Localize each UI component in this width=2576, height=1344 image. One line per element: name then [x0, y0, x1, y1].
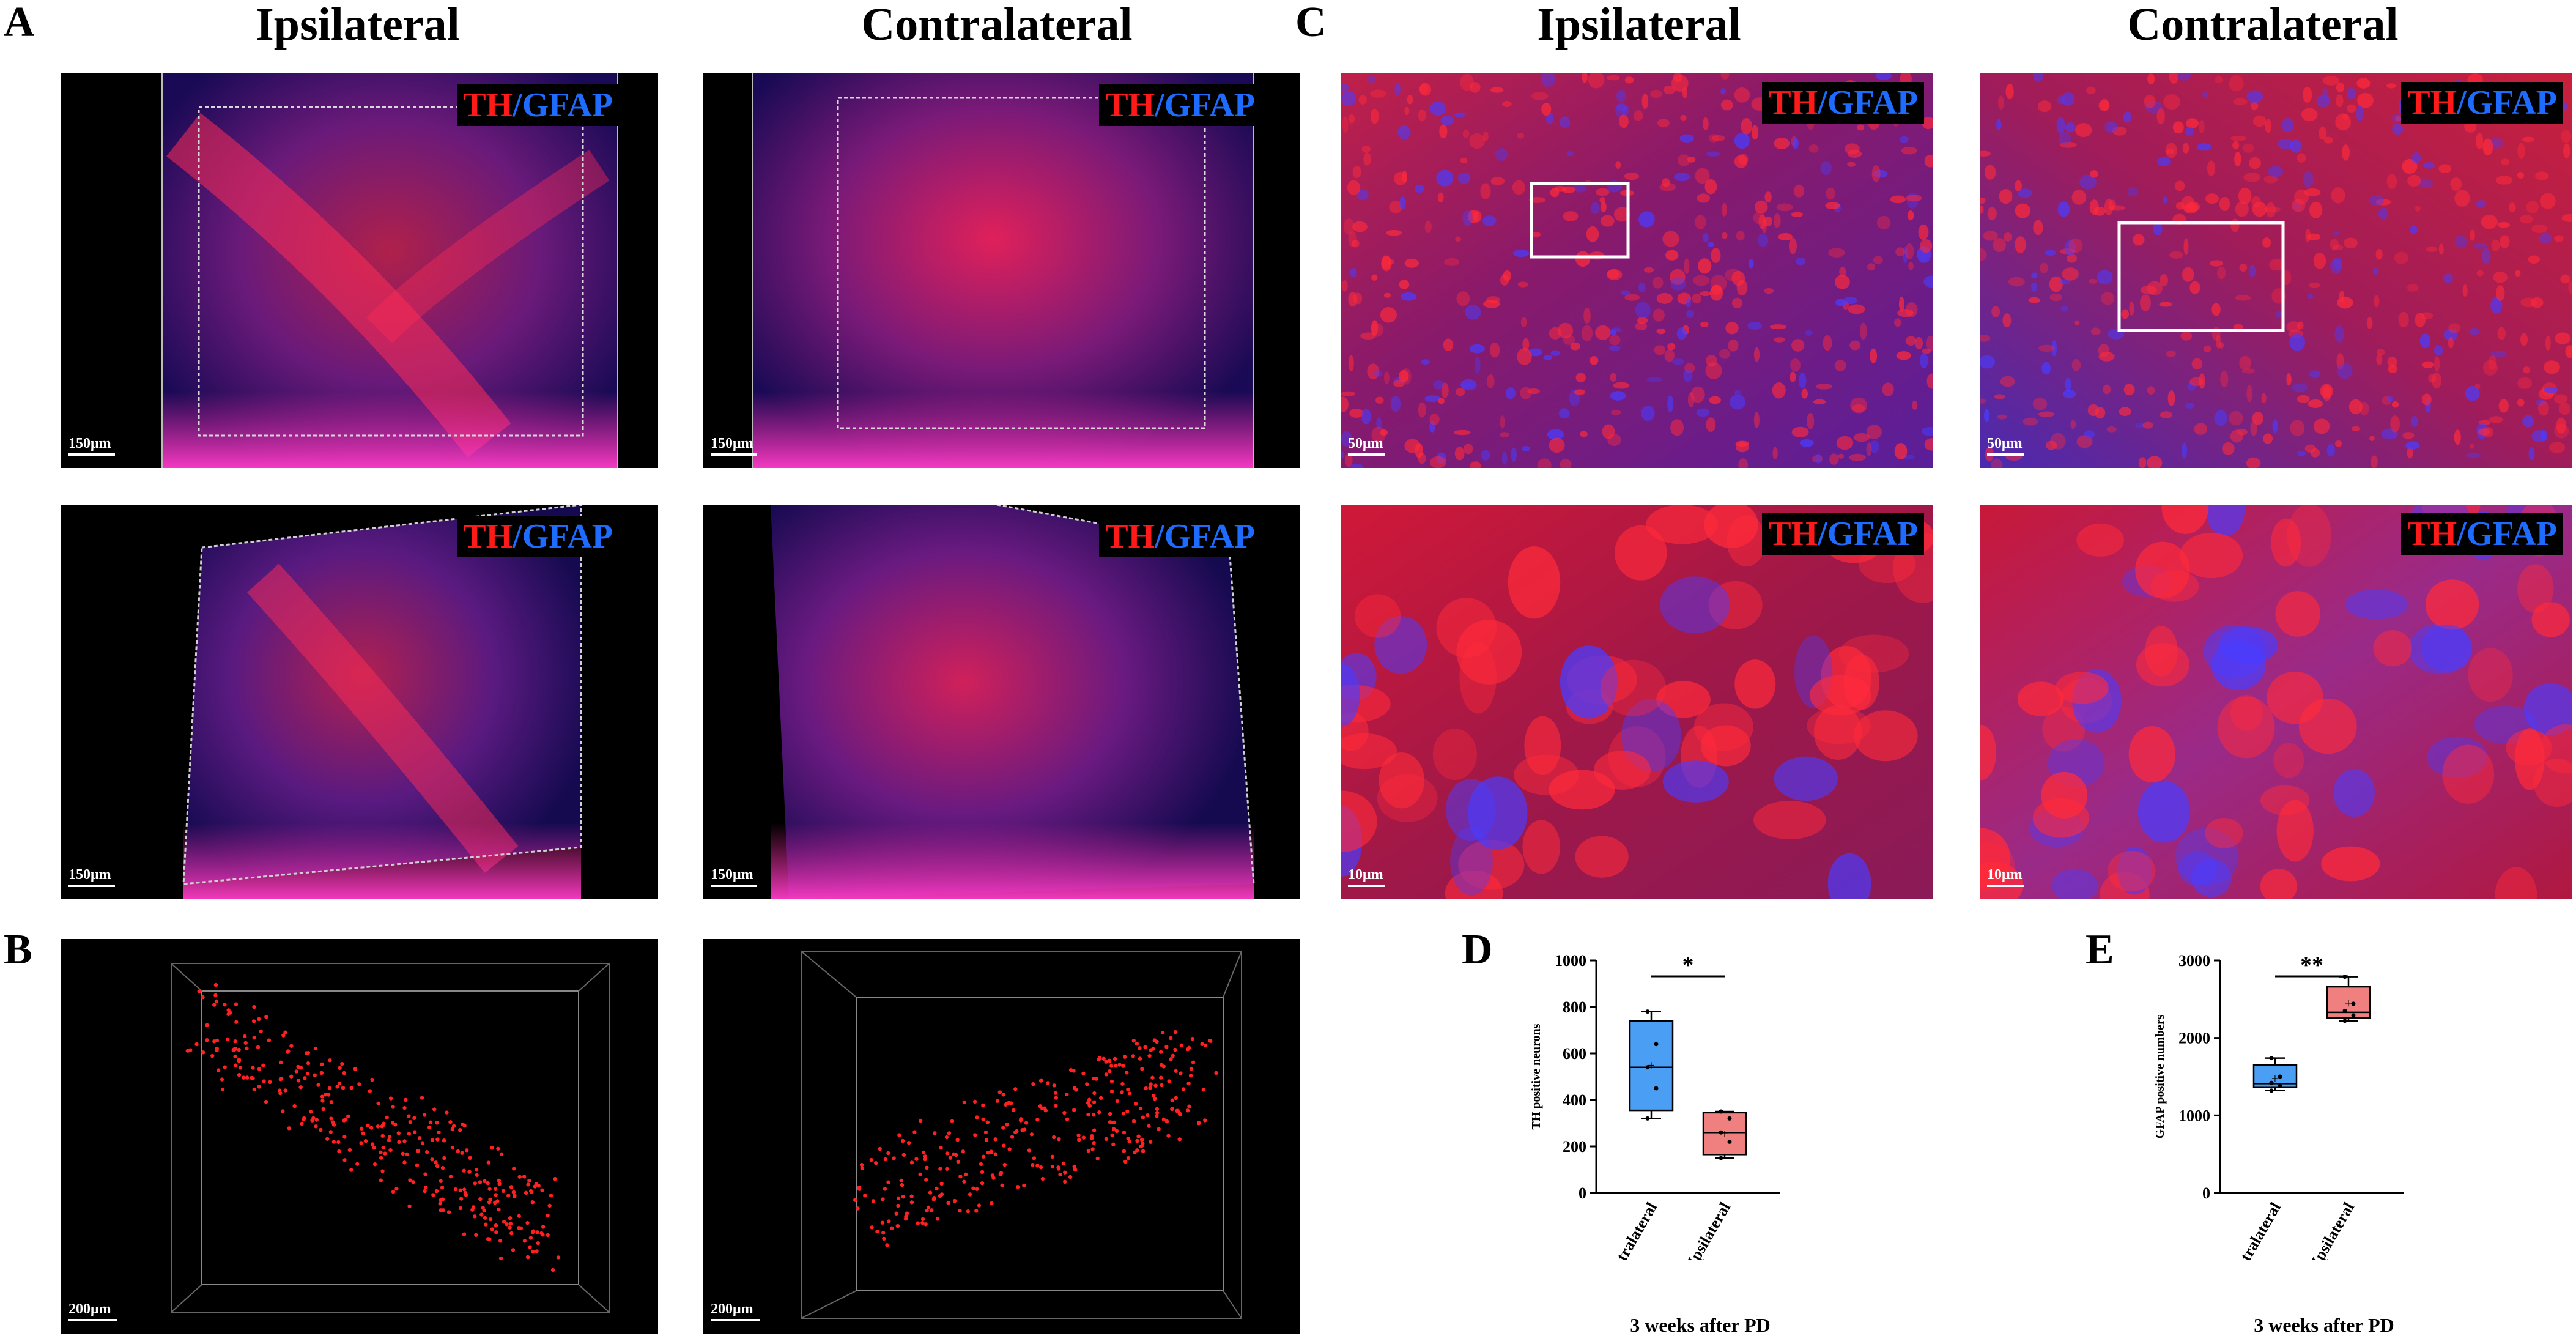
data-point	[2278, 1074, 2282, 1079]
micrograph-a-ipsilateral-top: TH/GFAP 150μm	[61, 73, 658, 468]
box-plot-d: 0 200 400 600 800 1000 TH positive neurons + Con…	[1505, 942, 1810, 1288]
data-point	[2269, 1080, 2274, 1085]
y-tick-label: 400	[1563, 1091, 1586, 1109]
data-point	[1645, 1009, 1650, 1014]
panel-label-e: E	[2086, 926, 2114, 973]
scale-bar: 150μm	[711, 436, 757, 456]
scale-bar: 50μm	[1348, 436, 1385, 456]
mean-marker: +	[2345, 996, 2352, 1011]
panel-label-c: C	[1295, 0, 1327, 46]
micrograph-c-ipsilateral-zoom: TH/GFAP 10μm	[1341, 505, 1933, 899]
micrograph-a-ipsilateral-bottom: TH/GFAP 150μm	[61, 505, 658, 899]
y-tick-label: 600	[1563, 1045, 1586, 1063]
data-point	[1645, 1116, 1650, 1121]
column-title-ipsilateral-c: Ipsilateral	[1537, 0, 1741, 50]
y-tick-label: 2000	[2178, 1030, 2210, 1047]
y-tick-label: 800	[1563, 998, 1586, 1016]
scale-bar: 150μm	[68, 436, 115, 456]
x-caption-e: 3 weeks after PD	[2254, 1314, 2394, 1336]
stain-legend: TH/GFAP	[2401, 82, 2563, 124]
category-label: Contralateral	[1599, 1200, 1660, 1261]
scale-bar: 200μm	[711, 1302, 760, 1321]
significance-label: **	[2300, 952, 2323, 978]
box-contralateral	[1629, 1020, 1674, 1112]
significance-label: *	[1682, 952, 1694, 978]
data-point	[1654, 1086, 1659, 1091]
category-label: Ipsilateral	[1684, 1200, 1734, 1261]
panel-label-b: B	[4, 926, 32, 973]
stain-legend: TH/GFAP	[457, 84, 619, 126]
y-tick-label: 1000	[1555, 952, 1586, 970]
scale-bar: 10μm	[1348, 867, 1385, 887]
data-point	[1654, 1042, 1659, 1047]
data-point	[2351, 1013, 2356, 1018]
scale-bar: 200μm	[68, 1302, 117, 1321]
micrograph-c-ipsilateral-top: TH/GFAP 50μm	[1341, 73, 1933, 468]
y-tick-label: 0	[2202, 1184, 2210, 1202]
data-point	[2351, 1001, 2356, 1006]
scale-bar: 150μm	[68, 867, 115, 887]
scale-bar: 10μm	[1987, 867, 2024, 887]
data-point	[1719, 1109, 1723, 1114]
y-tick-label: 1000	[2178, 1107, 2210, 1124]
stain-legend: TH/GFAP	[2401, 513, 2563, 555]
data-point	[1719, 1156, 1723, 1160]
data-point	[1727, 1139, 1732, 1144]
data-point	[2342, 1019, 2347, 1023]
data-point	[1645, 1065, 1650, 1070]
micrograph-a-contralateral-top: TH/GFAP 150μm	[703, 73, 1300, 468]
x-caption-d: 3 weeks after PD	[1630, 1314, 1771, 1336]
y-axis-label: TH positive neurons	[1530, 1023, 1543, 1129]
category-label: Contralateral	[2223, 1200, 2284, 1261]
data-point	[1727, 1116, 1732, 1121]
y-tick-label: 200	[1563, 1138, 1586, 1156]
stain-legend: TH/GFAP	[1762, 513, 1924, 555]
data-point	[2269, 1056, 2274, 1061]
micrograph-c-contralateral-top: TH/GFAP 50μm	[1980, 73, 2572, 468]
column-title-contralateral-a: Contralateral	[861, 0, 1133, 50]
data-point	[2278, 1083, 2282, 1088]
category-label: Ipsilateral	[2308, 1200, 2358, 1261]
micrograph-a-contralateral-bottom: TH/GFAP 150μm	[703, 505, 1300, 899]
panel-label-a: A	[4, 0, 35, 46]
column-title-contralateral-c: Contralateral	[2127, 0, 2399, 50]
mean-marker: +	[1648, 1058, 1655, 1073]
stain-legend: TH/GFAP	[1099, 84, 1261, 126]
data-point	[1719, 1130, 1723, 1135]
stain-legend: TH/GFAP	[1762, 82, 1924, 124]
micrograph-c-contralateral-zoom: TH/GFAP 10μm	[1980, 505, 2572, 899]
y-tick-label: 3000	[2178, 952, 2210, 970]
box-plot-e: 0 1000 2000 3000 GFAP positive numbers + Contr…	[2128, 942, 2434, 1288]
mean-marker: +	[1721, 1126, 1728, 1142]
dot-reconstruction-b-ipsilateral: 200μm	[61, 939, 658, 1334]
stain-legend: TH/GFAP	[1099, 516, 1261, 557]
y-axis-label: GFAP positive numbers	[2153, 1014, 2167, 1138]
scale-bar: 150μm	[711, 867, 757, 887]
panel-label-d: D	[1462, 926, 1493, 973]
column-title-ipsilateral-a: Ipsilateral	[256, 0, 460, 50]
stain-legend: TH/GFAP	[457, 516, 619, 557]
dot-reconstruction-b-contralateral: 200μm	[703, 939, 1300, 1334]
data-point	[2269, 1088, 2274, 1093]
scale-bar: 50μm	[1987, 436, 2024, 456]
box-ipsilateral	[1702, 1112, 1747, 1156]
data-point	[2342, 1008, 2347, 1013]
y-tick-label: 0	[1579, 1184, 1586, 1202]
